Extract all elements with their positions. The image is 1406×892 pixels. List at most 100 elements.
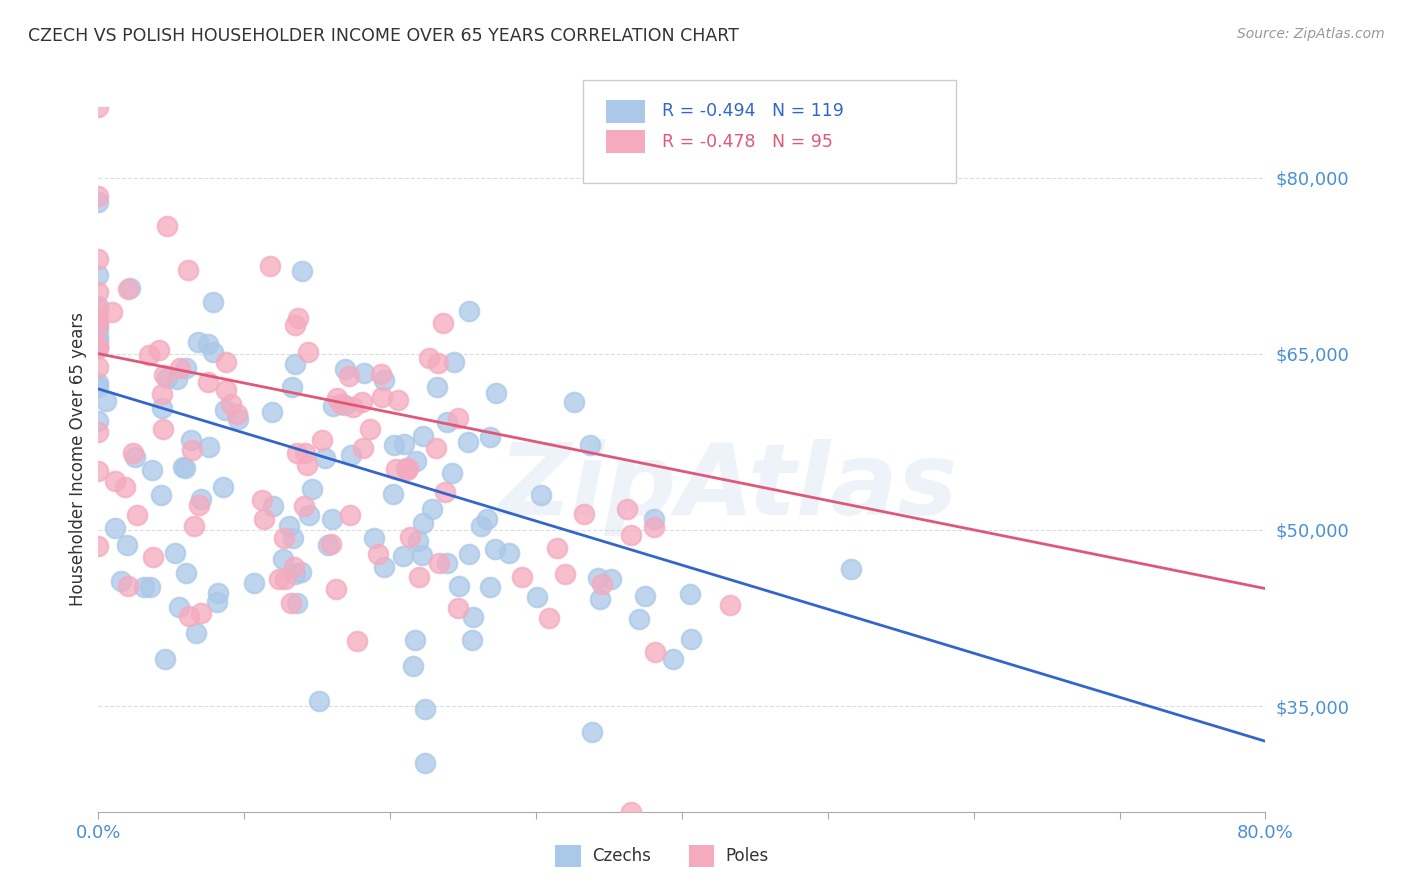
Point	[226, 412, 249, 426]
Point	[104, 474, 127, 488]
Point	[718, 599, 741, 613]
Text: Source: ZipAtlas.com: Source: ZipAtlas.com	[1237, 27, 1385, 41]
Point	[395, 460, 418, 475]
Point	[252, 492, 274, 507]
Point	[301, 482, 323, 496]
Point	[661, 652, 683, 666]
Point	[316, 539, 339, 553]
Point	[475, 512, 498, 526]
Point	[87, 380, 110, 394]
Point	[87, 341, 110, 355]
Point	[207, 586, 229, 600]
Point	[205, 595, 228, 609]
Point	[385, 462, 408, 476]
Text: CZECH VS POLISH HOUSEHOLDER INCOME OVER 65 YEARS CORRELATION CHART: CZECH VS POLISH HOUSEHOLDER INCOME OVER …	[28, 27, 740, 45]
Point	[322, 399, 344, 413]
Point	[87, 335, 110, 350]
Point	[396, 463, 419, 477]
Point	[478, 580, 501, 594]
Point	[436, 556, 458, 570]
Point	[219, 397, 242, 411]
Point	[432, 316, 454, 330]
Point	[426, 356, 449, 370]
Point	[110, 574, 132, 588]
Point	[172, 460, 194, 475]
Point	[329, 397, 352, 411]
Point	[399, 530, 422, 544]
Point	[415, 701, 437, 715]
Point	[408, 570, 430, 584]
Text: R = -0.494   N = 119: R = -0.494 N = 119	[662, 103, 844, 120]
Point	[681, 632, 703, 647]
Point	[87, 252, 110, 267]
Point	[273, 552, 295, 566]
Point	[114, 480, 136, 494]
Point	[396, 460, 419, 475]
Point	[104, 521, 127, 535]
Point	[259, 259, 281, 273]
Point	[187, 499, 209, 513]
Y-axis label: Householder Income Over 65 years: Householder Income Over 65 years	[69, 312, 87, 607]
Point	[179, 609, 201, 624]
Point	[359, 422, 381, 436]
Point	[298, 508, 321, 522]
Point	[586, 571, 609, 585]
Point	[183, 519, 205, 533]
Point	[87, 328, 110, 343]
Point	[346, 634, 368, 648]
Point	[138, 348, 160, 362]
Point	[277, 519, 299, 533]
Point	[124, 450, 146, 465]
Point	[281, 380, 304, 394]
Point	[87, 376, 110, 390]
Point	[546, 541, 568, 556]
Point	[190, 492, 212, 507]
Point	[287, 445, 309, 459]
Point	[325, 582, 347, 596]
Point	[644, 645, 666, 659]
Point	[512, 570, 534, 584]
Point	[554, 566, 576, 581]
Point	[297, 458, 319, 472]
Point	[679, 587, 702, 601]
Point	[498, 546, 520, 560]
Point	[297, 344, 319, 359]
Point	[87, 285, 110, 300]
Text: Czechs: Czechs	[592, 847, 651, 865]
Point	[526, 591, 548, 605]
Point	[572, 507, 595, 521]
Point	[87, 100, 110, 114]
Point	[115, 538, 138, 552]
Point	[447, 410, 470, 425]
Point	[274, 572, 297, 586]
Point	[197, 337, 219, 351]
Point	[273, 531, 295, 545]
Point	[167, 600, 190, 615]
Point	[117, 579, 139, 593]
Point	[284, 357, 307, 371]
Point	[117, 282, 139, 296]
Point	[352, 441, 374, 455]
Point	[335, 361, 357, 376]
Point	[643, 512, 665, 526]
Point	[87, 189, 110, 203]
Point	[530, 488, 553, 502]
Point	[87, 360, 110, 375]
Point	[94, 393, 117, 408]
Point	[319, 536, 342, 550]
Point	[443, 355, 465, 369]
Point	[839, 562, 862, 576]
Point	[212, 479, 235, 493]
Point	[187, 335, 209, 350]
Point	[294, 446, 316, 460]
Point	[339, 508, 361, 522]
Point	[600, 572, 623, 586]
Point	[458, 548, 481, 562]
Point	[311, 433, 333, 447]
Point	[87, 332, 110, 346]
Point	[243, 576, 266, 591]
Point	[326, 392, 349, 406]
Point	[291, 264, 314, 278]
Point	[382, 487, 405, 501]
Point	[174, 361, 197, 376]
